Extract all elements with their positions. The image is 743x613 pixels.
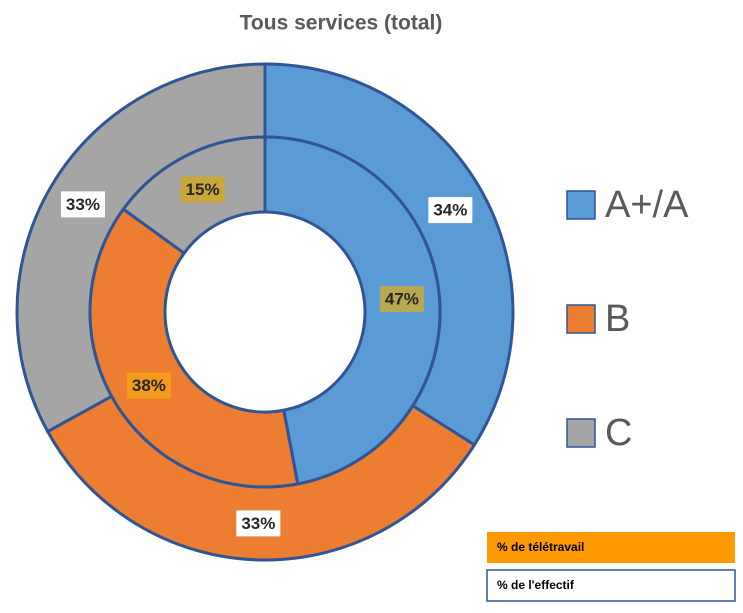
donut-segment: [263, 135, 442, 486]
legend-swatch: [566, 190, 596, 220]
series-legend-label: % de l'effectif: [497, 578, 575, 592]
value-label: 33%: [66, 195, 100, 214]
donut-segment: [88, 207, 300, 489]
value-label-bg: [60, 191, 105, 218]
chart-title: Tous services (total): [240, 12, 443, 35]
value-label-bg: [126, 372, 171, 399]
value-label-bg: [428, 197, 473, 224]
legend-swatch: [566, 304, 596, 334]
legend-label: B: [605, 298, 630, 340]
series-legend-label: % de télétravail: [497, 540, 584, 554]
legend-swatch: [566, 418, 596, 448]
value-label: 33%: [241, 514, 275, 533]
value-label-bg: [236, 510, 281, 537]
legend-label: A+/A: [605, 184, 689, 226]
value-label: 47%: [385, 290, 419, 309]
series-legend-box: [486, 569, 736, 602]
value-label-bg: [379, 286, 424, 313]
value-label: 38%: [132, 376, 166, 395]
value-label-bg: [180, 176, 225, 203]
value-label: 15%: [186, 180, 220, 199]
series-legend-box: [487, 532, 735, 563]
legend-label: C: [605, 412, 632, 454]
value-label: 34%: [433, 201, 467, 220]
